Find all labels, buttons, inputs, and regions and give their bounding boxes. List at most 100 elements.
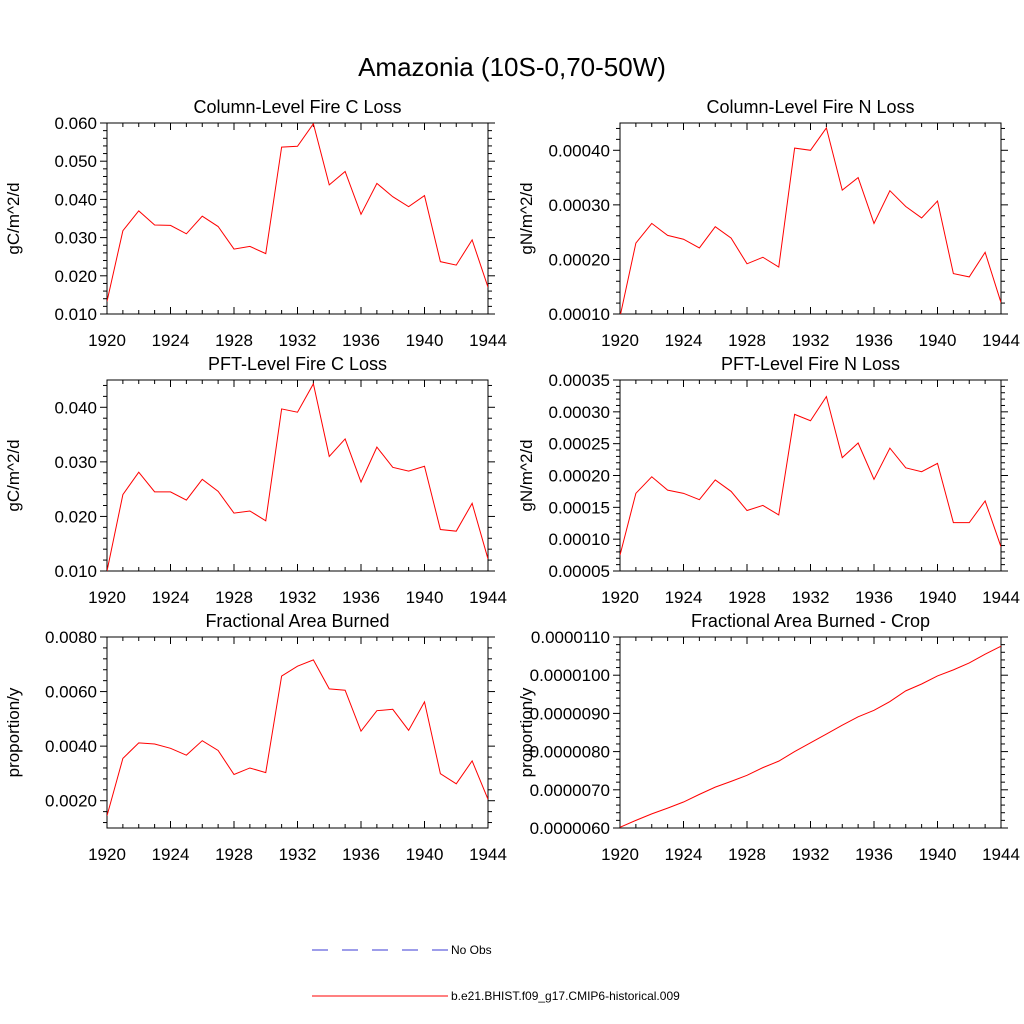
y-tick-label: 0.0000060 (530, 819, 610, 838)
y-tick-label: 0.00035 (549, 371, 610, 390)
y-axis-label: gN/m^2/d (517, 439, 536, 511)
y-tick-label: 0.0000070 (530, 781, 610, 800)
chart-title: Fractional Area Burned - Crop (691, 611, 930, 631)
x-tick-label: 1940 (406, 845, 444, 864)
legend-model-label: b.e21.BHIST.f09_g17.CMIP6-historical.009 (451, 989, 680, 1003)
data-series-line (107, 382, 488, 571)
y-tick-label: 0.00030 (549, 196, 610, 215)
chart-title: Column-Level Fire N Loss (706, 97, 914, 117)
chart-panel-2: Column-Level Fire N Loss 1920 1924 1928 1932… (517, 97, 1020, 350)
data-series-line (107, 123, 488, 302)
plot-frame (619, 379, 1002, 572)
chart-panel-5: Fractional Area Burned 1920 1924 1928 1932 19… (4, 611, 507, 864)
y-tick-label: 0.00020 (549, 250, 610, 269)
x-tick-label: 1924 (152, 331, 190, 350)
x-tick-label: 1932 (279, 331, 317, 350)
x-tick-label: 1928 (215, 331, 253, 350)
y-tick-label: 0.00010 (549, 305, 610, 324)
legend: No Obs b.e21.BHIST.f09_g17.CMIP6-histori… (312, 943, 680, 1003)
y-tick-label: 0.00010 (549, 530, 610, 549)
x-tick-label: 1920 (601, 845, 639, 864)
y-axis-label: proportion/y (517, 687, 536, 777)
data-series-line (620, 395, 1001, 556)
x-tick-label: 1944 (982, 331, 1020, 350)
x-tick-label: 1940 (919, 845, 957, 864)
x-tick-label: 1920 (601, 331, 639, 350)
y-tick-label: 0.040 (54, 398, 97, 417)
x-tick-label: 1920 (88, 331, 126, 350)
x-tick-label: 1936 (855, 845, 893, 864)
figure-title: Amazonia (10S-0,70-50W) (358, 52, 666, 82)
x-tick-label: 1924 (152, 845, 190, 864)
x-tick-label: 1944 (469, 588, 507, 607)
y-tick-label: 0.0060 (45, 683, 97, 702)
y-tick-label: 0.040 (54, 190, 97, 209)
x-tick-label: 1928 (728, 588, 766, 607)
panels-container: Column-Level Fire C Loss 1920 1924 1928 1932… (4, 97, 1020, 864)
x-tick-label: 1944 (469, 331, 507, 350)
y-tick-label: 0.0040 (45, 737, 97, 756)
y-tick-label: 0.060 (54, 114, 97, 133)
x-tick-label: 1932 (792, 331, 830, 350)
x-tick-label: 1924 (152, 588, 190, 607)
x-tick-label: 1920 (88, 588, 126, 607)
x-tick-label: 1924 (665, 331, 703, 350)
chart-title: Fractional Area Burned (205, 611, 389, 631)
x-tick-label: 1928 (728, 845, 766, 864)
y-axis-label: gC/m^2/d (4, 439, 23, 511)
x-tick-label: 1940 (406, 588, 444, 607)
x-tick-label: 1920 (601, 588, 639, 607)
y-tick-label: 0.0000090 (530, 704, 610, 723)
y-tick-label: 0.00030 (549, 403, 610, 422)
x-tick-label: 1944 (982, 845, 1020, 864)
y-tick-label: 0.00005 (549, 562, 610, 581)
y-tick-label: 0.020 (54, 507, 97, 526)
x-tick-label: 1924 (665, 845, 703, 864)
y-tick-label: 0.030 (54, 229, 97, 248)
y-axis-label: gC/m^2/d (4, 182, 23, 254)
x-tick-label: 1944 (982, 588, 1020, 607)
chart-panel-3: PFT-Level Fire C Loss 1920 1924 1928 1932 193… (4, 354, 507, 607)
x-tick-label: 1932 (279, 845, 317, 864)
data-series-line (620, 645, 1001, 828)
x-tick-label: 1920 (88, 845, 126, 864)
y-tick-label: 0.00020 (549, 467, 610, 486)
y-tick-label: 0.020 (54, 267, 97, 286)
legend-obs-label: No Obs (451, 943, 492, 957)
data-series-line (620, 126, 1001, 314)
x-tick-label: 1936 (855, 331, 893, 350)
y-tick-label: 0.0000110 (531, 628, 610, 647)
chart-title: Column-Level Fire C Loss (193, 97, 401, 117)
x-tick-label: 1932 (792, 845, 830, 864)
x-tick-label: 1936 (342, 588, 380, 607)
x-tick-label: 1940 (919, 588, 957, 607)
y-axis-label: proportion/y (4, 687, 23, 777)
x-tick-label: 1940 (406, 331, 444, 350)
plot-frame (619, 636, 1002, 829)
y-tick-label: 0.030 (54, 453, 97, 472)
y-tick-label: 0.050 (54, 152, 97, 171)
y-axis-label: gN/m^2/d (517, 182, 536, 254)
x-tick-label: 1928 (215, 588, 253, 607)
y-tick-label: 0.010 (54, 562, 97, 581)
y-tick-label: 0.00040 (549, 141, 610, 160)
x-tick-label: 1928 (728, 331, 766, 350)
x-tick-label: 1932 (279, 588, 317, 607)
y-tick-label: 0.0020 (45, 792, 97, 811)
x-tick-label: 1944 (469, 845, 507, 864)
chart-panel-6: Fractional Area Burned - Crop 1920 1924 192… (517, 611, 1020, 864)
chart-panel-1: Column-Level Fire C Loss 1920 1924 1928 1932… (4, 97, 507, 350)
x-tick-label: 1932 (792, 588, 830, 607)
x-tick-label: 1924 (665, 588, 703, 607)
x-tick-label: 1928 (215, 845, 253, 864)
chart-title: PFT-Level Fire C Loss (208, 354, 387, 374)
y-tick-label: 0.00015 (549, 498, 610, 517)
y-tick-label: 0.0000080 (530, 743, 610, 762)
chart-title: PFT-Level Fire N Loss (721, 354, 900, 374)
plot-frame (106, 122, 489, 315)
x-tick-label: 1936 (342, 331, 380, 350)
y-tick-label: 0.0080 (45, 628, 97, 647)
x-tick-label: 1936 (342, 845, 380, 864)
y-tick-label: 0.0000100 (530, 666, 610, 685)
